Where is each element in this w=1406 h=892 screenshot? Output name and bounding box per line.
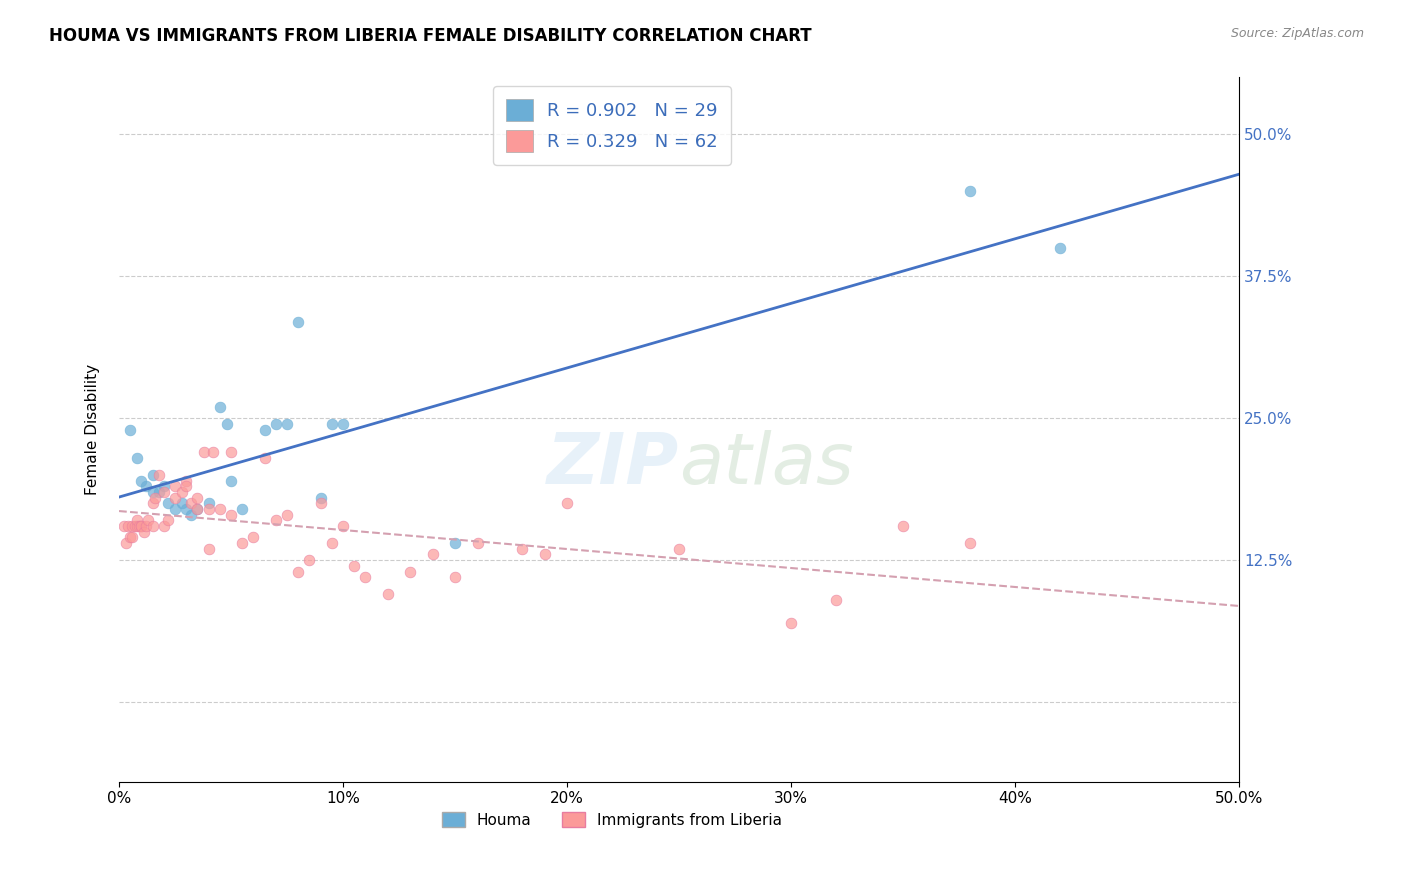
Point: [174, 502, 197, 516]
Point: [208, 502, 231, 516]
Point: [399, 565, 422, 579]
Point: [165, 491, 187, 505]
Point: [148, 485, 170, 500]
Point: [309, 496, 332, 510]
Point: [959, 184, 981, 198]
Legend: Houma, Immigrants from Liberia: Houma, Immigrants from Liberia: [436, 805, 789, 834]
Point: [202, 445, 225, 459]
Point: [131, 519, 153, 533]
Point: [143, 491, 166, 505]
Point: [253, 423, 276, 437]
Point: [114, 536, 136, 550]
Point: [125, 450, 148, 465]
Point: [180, 508, 202, 522]
Point: [891, 519, 914, 533]
Point: [264, 417, 287, 431]
Point: [825, 593, 848, 607]
Point: [555, 496, 578, 510]
Point: [287, 565, 309, 579]
Point: [1049, 241, 1071, 255]
Point: [165, 479, 187, 493]
Point: [186, 491, 208, 505]
Point: [131, 474, 153, 488]
Point: [321, 417, 343, 431]
Point: [142, 485, 165, 500]
Point: [219, 445, 242, 459]
Point: [142, 519, 165, 533]
Point: [131, 519, 153, 533]
Point: [444, 536, 467, 550]
Point: [193, 445, 215, 459]
Point: [668, 541, 690, 556]
Point: [142, 496, 165, 510]
Point: [197, 541, 219, 556]
Point: [165, 502, 187, 516]
Text: ZIP: ZIP: [547, 430, 679, 500]
Point: [120, 531, 142, 545]
Point: [157, 513, 180, 527]
Point: [125, 519, 148, 533]
Point: [510, 541, 533, 556]
Point: [321, 536, 343, 550]
Point: [197, 502, 219, 516]
Point: [153, 485, 176, 500]
Point: [186, 502, 208, 516]
Text: atlas: atlas: [679, 430, 853, 500]
Point: [197, 496, 219, 510]
Point: [153, 479, 176, 493]
Point: [287, 315, 309, 329]
Point: [124, 519, 146, 533]
Point: [136, 513, 159, 527]
Point: [180, 496, 202, 510]
Point: [135, 519, 157, 533]
Point: [253, 450, 276, 465]
Point: [157, 496, 180, 510]
Point: [309, 491, 332, 505]
Point: [125, 513, 148, 527]
Point: [219, 508, 242, 522]
Point: [780, 615, 803, 630]
Y-axis label: Female Disability: Female Disability: [86, 364, 100, 495]
Point: [422, 548, 444, 562]
Point: [186, 502, 208, 516]
Point: [332, 519, 354, 533]
Point: [276, 508, 298, 522]
Point: [298, 553, 321, 567]
Point: [343, 558, 366, 573]
Point: [174, 474, 197, 488]
Point: [121, 519, 143, 533]
Point: [117, 519, 139, 533]
Point: [215, 417, 238, 431]
Point: [231, 502, 253, 516]
Point: [467, 536, 489, 550]
Point: [135, 479, 157, 493]
Point: [120, 423, 142, 437]
Point: [148, 467, 170, 482]
Point: [332, 417, 354, 431]
Point: [444, 570, 467, 584]
Point: [354, 570, 377, 584]
Point: [170, 496, 193, 510]
Point: [132, 524, 155, 539]
Point: [112, 519, 135, 533]
Point: [208, 400, 231, 414]
Point: [128, 519, 150, 533]
Text: HOUMA VS IMMIGRANTS FROM LIBERIA FEMALE DISABILITY CORRELATION CHART: HOUMA VS IMMIGRANTS FROM LIBERIA FEMALE …: [49, 27, 811, 45]
Point: [242, 531, 264, 545]
Point: [264, 513, 287, 527]
Point: [533, 548, 555, 562]
Point: [219, 474, 242, 488]
Point: [959, 536, 981, 550]
Point: [231, 536, 253, 550]
Point: [121, 531, 143, 545]
Point: [170, 485, 193, 500]
Point: [153, 519, 176, 533]
Point: [377, 587, 399, 601]
Text: Source: ZipAtlas.com: Source: ZipAtlas.com: [1230, 27, 1364, 40]
Point: [174, 479, 197, 493]
Point: [142, 467, 165, 482]
Point: [276, 417, 298, 431]
